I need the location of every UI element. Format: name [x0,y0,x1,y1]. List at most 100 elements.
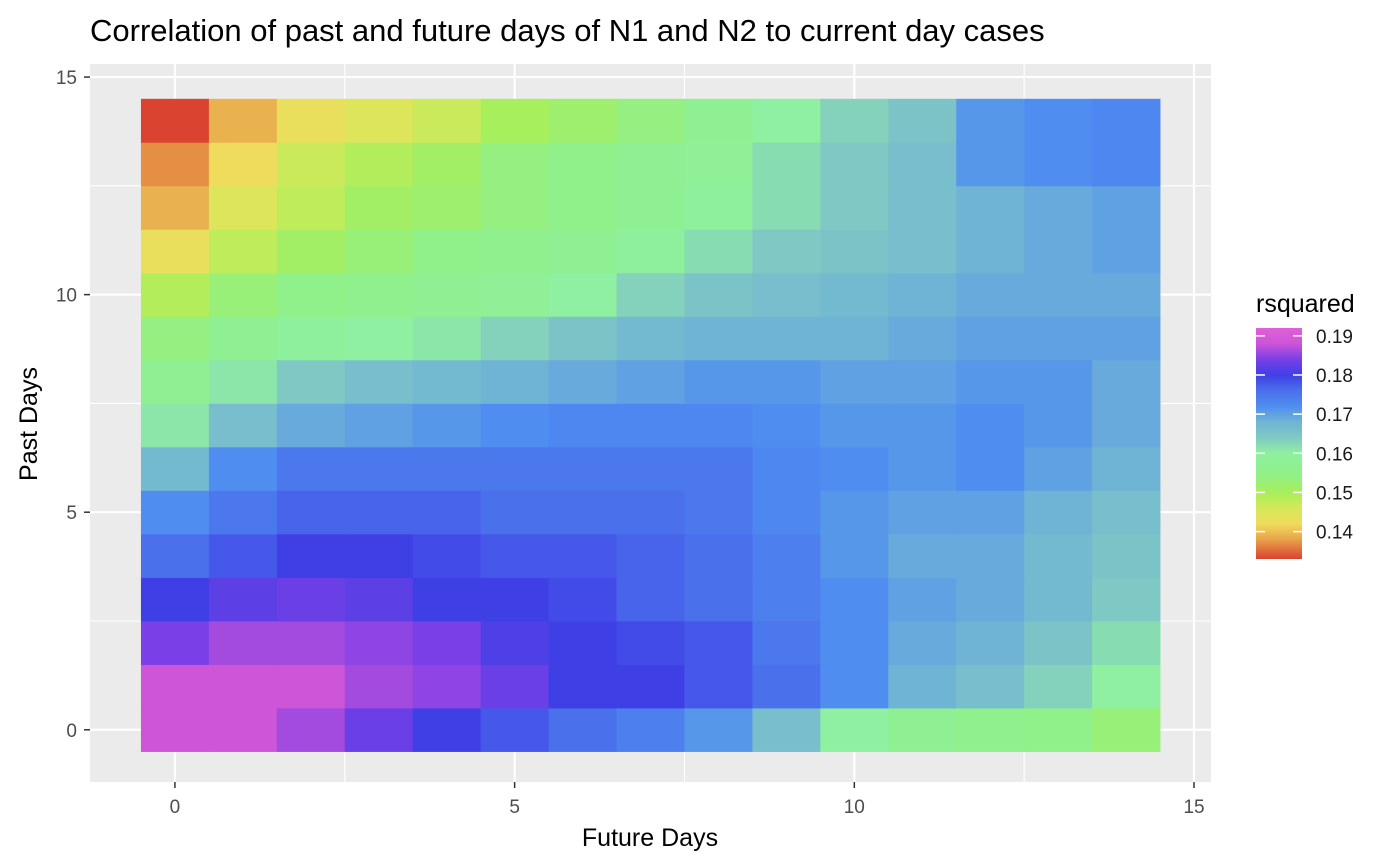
heatmap-cell [208,185,278,230]
heatmap-cell [616,620,685,665]
heatmap-cell [208,577,278,622]
heatmap-cell [820,142,889,187]
heatmap-cell [344,620,414,665]
heatmap-cell [1024,533,1093,578]
heatmap-cell [548,359,617,404]
heatmap-cell [616,446,685,491]
heatmap-cell [888,272,957,317]
heatmap-cell [140,272,210,317]
colorbar-tick-label: 0.17 [1316,405,1353,426]
heatmap-cell [616,359,685,404]
heatmap-cell [140,229,210,274]
heatmap-cell [276,359,346,404]
heatmap-cell [1024,577,1093,622]
heatmap-cell [480,403,549,448]
heatmap-cell [344,142,414,187]
heatmap-cell [752,142,821,187]
heatmap-cell [956,185,1025,230]
heatmap-cell [208,98,278,143]
heatmap-cell [140,620,210,665]
heatmap-cell [344,185,414,230]
heatmap-cell [1092,490,1161,535]
heatmap-cell [548,403,617,448]
heatmap-cell [412,316,482,361]
heatmap-cell [684,142,753,187]
heatmap-cell [1024,272,1093,317]
heatmap-cell [344,533,414,578]
heatmap-cell [956,98,1025,143]
heatmap-cell [276,664,346,709]
heatmap-cell [684,98,753,143]
heatmap-cell [140,142,210,187]
heatmap-cell [1024,403,1093,448]
heatmap-cell [1092,664,1161,709]
heatmap-cell [140,664,210,709]
heatmap-cell [548,142,617,187]
heatmap-cell [956,359,1025,404]
heatmap-cell [548,577,617,622]
heatmap-cell [1024,229,1093,274]
y-axis-ticks: 0 5 10 15 [56,68,90,742]
heatmap-cell [1024,98,1093,143]
heatmap-cell [140,708,210,752]
y-tick-label: 15 [56,68,77,89]
heatmap-cell [480,142,549,187]
heatmap-cell [684,272,753,317]
x-axis-ticks: 0 5 10 15 [170,782,1205,818]
x-tick-label: 15 [1183,797,1204,818]
heatmap-cell [616,403,685,448]
heatmap-cell [752,620,821,665]
heatmap-cell [888,316,957,361]
heatmap-cell [1024,490,1093,535]
heatmap-cell [140,403,210,448]
heatmap-cell [1024,359,1093,404]
heatmap-cell [344,229,414,274]
colorbar-ticks: 0.19 0.18 0.17 0.16 0.15 0.14 [1256,327,1353,544]
heatmap-cell [412,577,482,622]
heatmap-cell [752,664,821,709]
heatmap-cell [276,316,346,361]
heatmap-cell [412,359,482,404]
heatmap-cell [888,185,957,230]
heatmap-cell [752,98,821,143]
heatmap-cell [616,664,685,709]
heatmap-cell [1092,316,1161,361]
heatmap-cell [548,446,617,491]
heatmap-cell [412,142,482,187]
heatmap-cell [888,359,957,404]
heatmap-cell [412,98,482,143]
heatmap-cell [548,620,617,665]
heatmap-cell [956,620,1025,665]
heatmap-cells [140,98,1161,752]
heatmap-cell [956,403,1025,448]
heatmap-cell [684,185,753,230]
heatmap-cell [752,316,821,361]
heatmap-cell [208,620,278,665]
heatmap-cell [752,533,821,578]
heatmap-cell [1024,185,1093,230]
heatmap-cell [1024,708,1093,752]
heatmap-cell [752,229,821,274]
heatmap-cell [888,446,957,491]
heatmap-cell [480,98,549,143]
heatmap-cell [616,708,685,752]
x-tick-label: 5 [509,797,520,818]
heatmap-cell [888,98,957,143]
heatmap-cell [956,142,1025,187]
heatmap-cell [888,142,957,187]
heatmap-cell [956,664,1025,709]
heatmap-cell [684,316,753,361]
heatmap-cell [208,533,278,578]
heatmap-cell [276,185,346,230]
heatmap-cell [684,446,753,491]
colorbar [1256,328,1302,559]
heatmap-cell [820,403,889,448]
heatmap-cell [344,359,414,404]
heatmap-cell [616,142,685,187]
heatmap-cell [820,577,889,622]
heatmap-cell [344,98,414,143]
heatmap-cell [548,708,617,752]
heatmap-cell [752,490,821,535]
heatmap-cell [344,664,414,709]
heatmap-cell [956,708,1025,752]
